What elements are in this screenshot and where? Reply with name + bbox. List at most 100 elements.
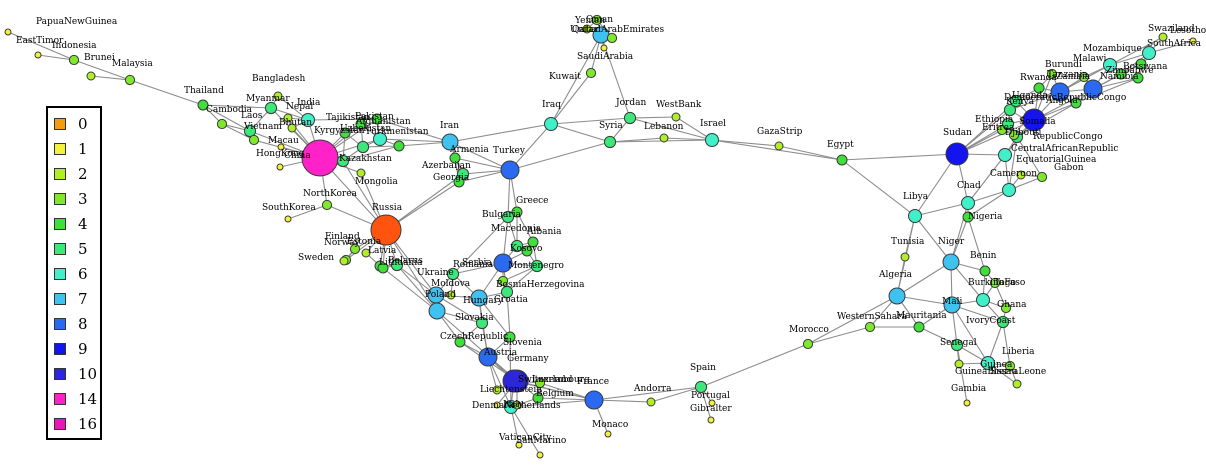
label-turkey: Turkey bbox=[493, 146, 526, 156]
node-india bbox=[301, 113, 315, 127]
label-tanzania: Tanzania bbox=[1047, 70, 1088, 80]
node-cambodia bbox=[216, 118, 228, 130]
node-west-bank bbox=[671, 112, 681, 122]
label-serbia: Serbia bbox=[462, 258, 492, 268]
node-georgia bbox=[453, 176, 465, 188]
node-myanmar bbox=[264, 101, 278, 115]
label-nigeria: Nigeria bbox=[968, 212, 1003, 222]
label-rwanda: Rwanda bbox=[1020, 73, 1057, 83]
label-iran: Iran bbox=[440, 121, 459, 131]
node-ghana bbox=[1000, 302, 1012, 314]
label-republic-congo: RepublicCongo bbox=[1033, 132, 1103, 142]
legend-item: 10 bbox=[54, 364, 97, 384]
label-cambodia: Cambodia bbox=[206, 105, 253, 115]
node-lithuania bbox=[377, 262, 389, 274]
edge-malaysia-thailand bbox=[129, 79, 204, 106]
label-monaco: Monaco bbox=[592, 420, 628, 430]
node-burundi bbox=[1046, 68, 1058, 80]
node-tunisia bbox=[900, 252, 910, 262]
label-greece: Greece bbox=[516, 196, 549, 206]
label-netherlands: Netherlands bbox=[504, 401, 561, 411]
label-portugal: Portugal bbox=[691, 391, 730, 401]
node-andorra bbox=[646, 397, 656, 407]
edge-russia-azerbaijan bbox=[385, 173, 464, 231]
node-thailand bbox=[197, 99, 209, 111]
edge-south-africa-lesotho bbox=[1148, 40, 1194, 54]
legend-label: 9 bbox=[78, 340, 88, 358]
node-namibia bbox=[1132, 72, 1144, 84]
label-central-african-republic: CentralAfricanRepublic bbox=[1011, 144, 1118, 154]
legend-item: 9 bbox=[54, 339, 88, 359]
label-mali: Mali bbox=[942, 297, 962, 307]
label-papua-new-guinea: PapuaNewGuinea bbox=[36, 17, 118, 27]
label-guinea: Guinea bbox=[980, 360, 1013, 370]
node-rwanda bbox=[1033, 82, 1045, 94]
node-bangladesh bbox=[273, 91, 283, 101]
node-mauritania bbox=[913, 321, 925, 333]
node-slovenia bbox=[504, 331, 516, 343]
edge-iran-iraq bbox=[449, 123, 552, 143]
edge-papua-new-guinea-indonesia bbox=[7, 31, 75, 61]
label-turkmenistan: Turkmenistan bbox=[365, 127, 429, 137]
label-zambia: Zambia bbox=[1056, 72, 1091, 82]
label-iraq: Iraq bbox=[542, 100, 561, 110]
edge-romania-bulgaria bbox=[452, 216, 509, 275]
legend-item: 1 bbox=[54, 139, 88, 159]
edge-senegal-gambia bbox=[956, 344, 968, 404]
label-kyrgyzstan: Kyrgyzstan bbox=[314, 126, 365, 136]
label-djibouti: Djibouti bbox=[1005, 128, 1041, 138]
label-mozambique: Mozambique bbox=[1083, 44, 1142, 54]
legend-item: 5 bbox=[54, 239, 88, 259]
edge-angola-namibia bbox=[1075, 77, 1139, 104]
node-turkmenistan bbox=[393, 140, 405, 152]
node-gabon bbox=[1036, 171, 1048, 183]
legend-label: 1 bbox=[78, 140, 88, 158]
node-kosovo bbox=[521, 245, 533, 257]
edge-gabon-republic-congo bbox=[1016, 136, 1043, 178]
label-botswana: Botswana bbox=[1123, 62, 1168, 72]
label-nepal: Nepal bbox=[286, 102, 313, 112]
edge-guinea-ivory-coast bbox=[987, 321, 1004, 364]
label-sweden: Sweden bbox=[298, 253, 334, 263]
label-bangladesh: Bangladesh bbox=[252, 74, 305, 84]
node-afghanistan bbox=[373, 132, 387, 146]
node-brunei bbox=[86, 71, 96, 81]
node-greece bbox=[511, 206, 523, 218]
legend-label: 5 bbox=[78, 240, 88, 258]
node-gambia bbox=[963, 399, 971, 407]
edge-lithuania-poland bbox=[382, 267, 438, 312]
edge-iraq-syria bbox=[550, 123, 611, 143]
edge-north-korea-south-korea bbox=[287, 204, 328, 220]
node-bhutan bbox=[287, 123, 297, 133]
label-thailand: Thailand bbox=[184, 86, 224, 96]
edge-benin-nigeria bbox=[967, 216, 986, 272]
node-gibralter bbox=[707, 416, 715, 424]
edge-turkey-syria bbox=[509, 141, 611, 171]
node-uganda bbox=[1009, 94, 1023, 108]
label-mauritania: Mauritania bbox=[896, 311, 947, 321]
node-south-korea bbox=[284, 215, 292, 223]
node-monaco bbox=[604, 430, 612, 438]
label-montenegro: Montenegro bbox=[508, 261, 564, 271]
label-lebanon: Lebanon bbox=[644, 122, 684, 132]
node-portugal bbox=[708, 399, 716, 407]
edge-algeria-niger bbox=[896, 261, 952, 297]
label-kazakhstan: Kazakhstan bbox=[339, 154, 392, 164]
node-nigeria bbox=[962, 211, 974, 223]
node-indonesia bbox=[68, 54, 80, 66]
node-niger bbox=[942, 253, 960, 271]
edge-libya-chad bbox=[914, 202, 969, 217]
edge-iraq-saudi-arabia bbox=[550, 34, 602, 125]
label-ivory-coast: IvoryCoast bbox=[966, 316, 1016, 326]
label-syria: Syria bbox=[599, 121, 623, 131]
node-kenya bbox=[1003, 103, 1017, 117]
node-sweden bbox=[339, 256, 349, 266]
node-poland bbox=[428, 302, 446, 320]
node-slovakia bbox=[475, 316, 489, 330]
label-kuwait: Kuwait bbox=[549, 72, 581, 82]
edge-thailand-myanmar bbox=[202, 104, 272, 109]
edge-mali-guinea bbox=[951, 304, 989, 364]
edge-egypt-sudan bbox=[841, 153, 958, 161]
label-saudi-arabia: SaudiArabia bbox=[577, 52, 634, 62]
label-czech-republic: CzechRepublic bbox=[440, 332, 508, 342]
